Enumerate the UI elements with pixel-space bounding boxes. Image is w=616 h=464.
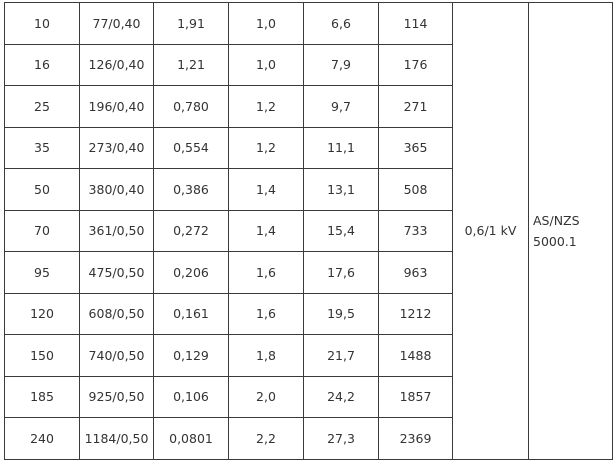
table-cell: 11,1 bbox=[303, 126, 379, 169]
table-cell: 0,129 bbox=[153, 334, 229, 377]
table-row: 185 925/0,50 0,106 2,0 24,2 1857 bbox=[4, 375, 613, 418]
table-cell: 1,6 bbox=[228, 292, 304, 335]
table-cell: 150 bbox=[4, 334, 80, 377]
table-cell: 1,4 bbox=[228, 168, 304, 211]
voltage-cell: 0,6/1 kV bbox=[452, 2, 529, 460]
table-cell: 963 bbox=[378, 251, 453, 294]
table-cell: 1,91 bbox=[153, 2, 229, 45]
table-cell: 475/0,50 bbox=[79, 251, 154, 294]
table-cell: 1,8 bbox=[228, 334, 304, 377]
table-cell: 0,161 bbox=[153, 292, 229, 335]
table-cell: 185 bbox=[4, 375, 80, 418]
table-row: 50 380/0,40 0,386 1,4 13,1 508 bbox=[4, 168, 613, 211]
table-cell: 176 bbox=[378, 43, 453, 86]
table-cell: 2,2 bbox=[228, 417, 304, 460]
table-cell: 271 bbox=[378, 85, 453, 128]
table-cell: 95 bbox=[4, 251, 80, 294]
table-cell: 0,554 bbox=[153, 126, 229, 169]
table-row: 25 196/0,40 0,780 1,2 9,7 271 bbox=[4, 85, 613, 128]
table-cell: 740/0,50 bbox=[79, 334, 154, 377]
table-cell: 9,7 bbox=[303, 85, 379, 128]
table-cell: 1,21 bbox=[153, 43, 229, 86]
table-cell: 16 bbox=[4, 43, 80, 86]
table-row: 120 608/0,50 0,161 1,6 19,5 1212 bbox=[4, 292, 613, 335]
table-row: 35 273/0,40 0,554 1,2 11,1 365 bbox=[4, 126, 613, 169]
table-cell: 1,6 bbox=[228, 251, 304, 294]
table-cell: 0,272 bbox=[153, 209, 229, 252]
table-cell: 1,0 bbox=[228, 43, 304, 86]
table-cell: 0,0801 bbox=[153, 417, 229, 460]
table-cell: 27,3 bbox=[303, 417, 379, 460]
spec-table: 10 77/0,40 1,91 1,0 6,6 114 0,6/1 kV AS/NZS 500… bbox=[4, 2, 613, 460]
table-cell: 50 bbox=[4, 168, 80, 211]
table-cell: 2369 bbox=[378, 417, 453, 460]
table-cell: 24,2 bbox=[303, 375, 379, 418]
table-cell: 273/0,40 bbox=[79, 126, 154, 169]
table-cell: 15,4 bbox=[303, 209, 379, 252]
table-cell: 1184/0,50 bbox=[79, 417, 154, 460]
table-row: 70 361/0,50 0,272 1,4 15,4 733 bbox=[4, 209, 613, 252]
table-cell: 1212 bbox=[378, 292, 453, 335]
table-cell: 7,9 bbox=[303, 43, 379, 86]
table-cell: 925/0,50 bbox=[79, 375, 154, 418]
table-row: 240 1184/0,50 0,0801 2,2 27,3 2369 bbox=[4, 417, 613, 460]
table-cell: 0,106 bbox=[153, 375, 229, 418]
table-cell: 77/0,40 bbox=[79, 2, 154, 45]
table-cell: 21,7 bbox=[303, 334, 379, 377]
table-cell: 19,5 bbox=[303, 292, 379, 335]
table-cell: 380/0,40 bbox=[79, 168, 154, 211]
table-cell: 1488 bbox=[378, 334, 453, 377]
table-cell: 0,386 bbox=[153, 168, 229, 211]
table-cell: 35 bbox=[4, 126, 80, 169]
table-row: 150 740/0,50 0,129 1,8 21,7 1488 bbox=[4, 334, 613, 377]
table-cell: 361/0,50 bbox=[79, 209, 154, 252]
table-cell: 508 bbox=[378, 168, 453, 211]
table-cell: 0,780 bbox=[153, 85, 229, 128]
table-cell: 1,0 bbox=[228, 2, 304, 45]
table-cell: 25 bbox=[4, 85, 80, 128]
table-body: 10 77/0,40 1,91 1,0 6,6 114 0,6/1 kV AS/NZS 500… bbox=[4, 2, 613, 460]
table-cell: 0,206 bbox=[153, 251, 229, 294]
table-cell: 1857 bbox=[378, 375, 453, 418]
table-cell: 1,2 bbox=[228, 85, 304, 128]
table-cell: 2,0 bbox=[228, 375, 304, 418]
table-cell: 10 bbox=[4, 2, 80, 45]
table-cell: 13,1 bbox=[303, 168, 379, 211]
table-row: 16 126/0,40 1,21 1,0 7,9 176 bbox=[4, 43, 613, 86]
table-cell: 114 bbox=[378, 2, 453, 45]
table-cell: 120 bbox=[4, 292, 80, 335]
table-cell: 126/0,40 bbox=[79, 43, 154, 86]
table-cell: 1,2 bbox=[228, 126, 304, 169]
table-cell: 17,6 bbox=[303, 251, 379, 294]
table-cell: 240 bbox=[4, 417, 80, 460]
table-row: 10 77/0,40 1,91 1,0 6,6 114 0,6/1 kV AS/NZS 500… bbox=[4, 2, 613, 460]
table-row: 95 475/0,50 0,206 1,6 17,6 963 bbox=[4, 251, 613, 294]
table-cell: 196/0,40 bbox=[79, 85, 154, 128]
table-cell: 1,4 bbox=[228, 209, 304, 252]
table-cell: 6,6 bbox=[303, 2, 379, 45]
standard-cell: AS/NZS 5000.1 bbox=[528, 2, 613, 460]
table-cell: 70 bbox=[4, 209, 80, 252]
table-cell: 733 bbox=[378, 209, 453, 252]
table-cell: 365 bbox=[378, 126, 453, 169]
table-cell: 608/0,50 bbox=[79, 292, 154, 335]
